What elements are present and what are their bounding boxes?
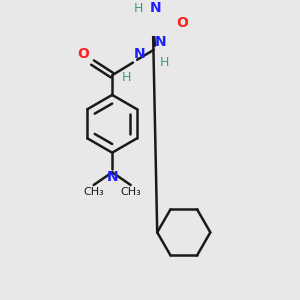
Text: N: N [155, 35, 166, 49]
Text: CH₃: CH₃ [120, 187, 141, 197]
Text: N: N [150, 1, 161, 15]
Text: CH₃: CH₃ [83, 187, 104, 197]
Text: N: N [134, 47, 146, 61]
Text: O: O [176, 16, 188, 30]
Text: H: H [121, 70, 131, 84]
Text: H: H [134, 2, 143, 15]
Text: O: O [77, 47, 89, 61]
Text: N: N [106, 170, 118, 184]
Text: H: H [160, 56, 169, 69]
